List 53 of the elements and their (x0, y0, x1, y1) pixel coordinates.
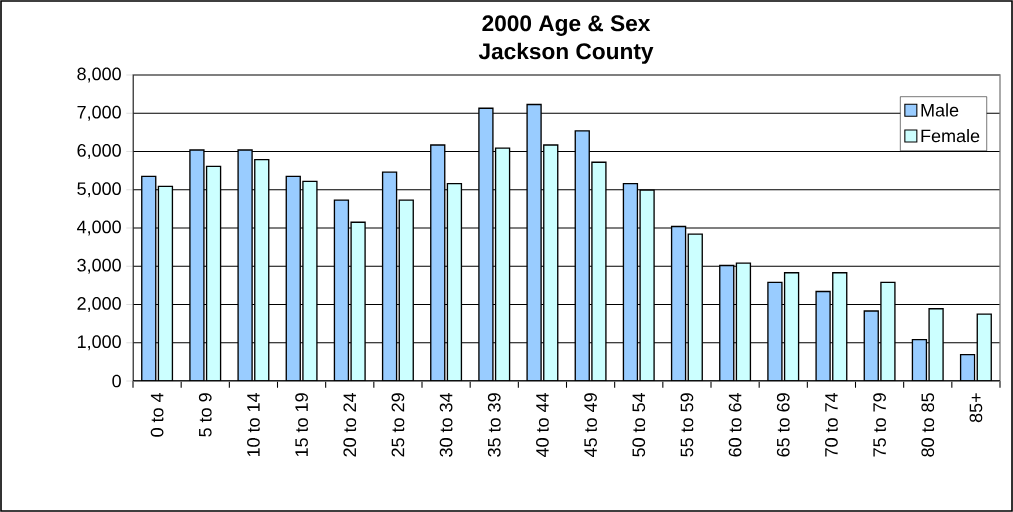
x-tick-label: 30 to 34 (439, 392, 453, 457)
bar (671, 226, 686, 381)
bar (832, 272, 847, 381)
bar (286, 176, 301, 381)
y-tick-label: 2,000 (77, 297, 121, 312)
y-tick-label: 7,000 (77, 105, 121, 121)
bar (399, 200, 414, 381)
x-tick-label: 85+ (969, 393, 983, 423)
x-tick-label: 55 to 59 (680, 393, 694, 457)
bar (430, 145, 445, 381)
bar (736, 263, 751, 381)
y-tick-label: 4,000 (77, 220, 121, 236)
bar (543, 145, 558, 381)
x-tick-label: 0 to 4 (150, 392, 164, 437)
y-tick-label: 5,000 (77, 182, 121, 198)
bar (206, 166, 221, 381)
bar (575, 130, 590, 381)
y-tick-label: 8,000 (77, 67, 121, 83)
x-tick-label: 80 to 85 (921, 393, 935, 457)
y-tick-label: 1,000 (77, 335, 121, 351)
bar (158, 186, 173, 381)
x-tick-label: 40 to 44 (536, 392, 549, 458)
bar (254, 159, 269, 381)
bar (912, 339, 927, 381)
x-tick-label: 60 to 64 (728, 392, 742, 457)
bar (623, 183, 638, 381)
x-tick-label: 35 to 39 (487, 393, 501, 457)
bar (334, 200, 349, 381)
y-tick-label: 3,000 (77, 258, 121, 274)
x-tick-label: 15 to 19 (295, 393, 308, 457)
x-tick-label: 45 to 49 (584, 393, 597, 458)
bar (864, 311, 879, 381)
x-tick-label: 70 to 74 (825, 392, 838, 457)
bar (784, 272, 799, 381)
y-tick-label: 6,000 (77, 144, 121, 159)
x-tick-label: 25 to 29 (391, 393, 405, 457)
x-tick-label: 50 to 54 (632, 392, 646, 457)
x-tick-label: 5 to 9 (198, 393, 212, 437)
legend-label: Female (921, 129, 980, 143)
bar (141, 176, 156, 381)
y-tick-label: 0 (112, 374, 121, 388)
chart-title: 2000 Age & Sex Jackson County (478, 15, 654, 64)
bar (382, 172, 397, 381)
x-tick-label: 20 to 24 (343, 392, 357, 457)
bar (976, 313, 992, 381)
legend-label: Male (921, 103, 959, 117)
x-tick-label: 10 to 14 (247, 392, 260, 457)
bar (447, 183, 462, 381)
bar (688, 234, 703, 381)
x-tick-label: 75 to 79 (873, 393, 886, 457)
bar (495, 148, 510, 381)
bar (719, 265, 734, 381)
x-tick-label: 65 to 69 (776, 393, 790, 457)
